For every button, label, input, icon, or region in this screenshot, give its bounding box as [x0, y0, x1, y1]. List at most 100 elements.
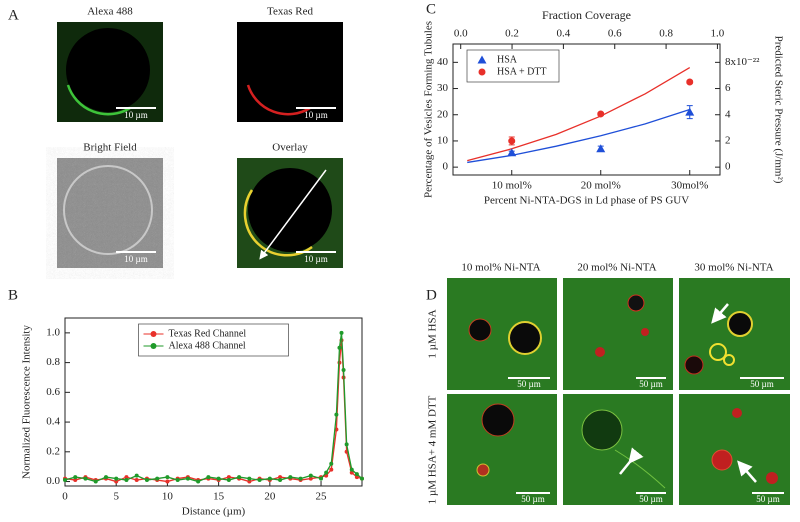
- y2-axis-title: Predicted Steric Pressure (J/mm²): [772, 36, 784, 184]
- vesicle: [641, 328, 649, 336]
- y-tick-label: 0.8: [46, 356, 60, 368]
- marker: [508, 137, 516, 145]
- x-tick-label: 10: [162, 491, 174, 503]
- marker: [685, 107, 695, 116]
- marker: [267, 476, 272, 481]
- legend-label: HSA: [497, 54, 518, 65]
- marker: [329, 467, 334, 472]
- scale-bar-label: 10 µm: [304, 110, 327, 120]
- panel-label: D: [426, 287, 437, 303]
- marker: [596, 144, 606, 153]
- marker: [354, 475, 359, 480]
- marker: [308, 473, 313, 478]
- marker: [278, 475, 283, 480]
- marker: [155, 476, 160, 481]
- marker: [150, 343, 157, 349]
- vesicle: [723, 354, 735, 366]
- y-axis-title: Percentage of Vesicles Forming Tubules: [423, 21, 435, 198]
- vesicle: [709, 343, 727, 361]
- image-title: Bright Field: [83, 142, 137, 154]
- legend-label: Alexa 488 Channel: [169, 340, 246, 351]
- marker: [278, 478, 283, 483]
- vesicle: [508, 321, 542, 355]
- marker: [257, 478, 262, 483]
- vesicle: [711, 449, 733, 471]
- micrograph: [563, 278, 673, 390]
- vesicle: [481, 403, 515, 437]
- marker: [226, 475, 231, 480]
- marker: [216, 476, 221, 481]
- x-tick-label: 5: [113, 491, 119, 503]
- marker: [237, 475, 242, 480]
- scale-bar-label: 50 µm: [639, 494, 662, 504]
- marker: [103, 475, 108, 480]
- marker: [288, 475, 293, 480]
- marker: [134, 473, 139, 478]
- column-header: 10 mol% Ni-NTA: [461, 262, 540, 274]
- marker: [507, 148, 517, 157]
- marker: [175, 478, 180, 483]
- vesicle: [248, 168, 332, 252]
- marker: [329, 461, 334, 466]
- marker: [73, 475, 78, 480]
- marker: [114, 476, 119, 481]
- x2-tick-label: 0.0: [454, 28, 468, 40]
- vesicle: [684, 355, 704, 375]
- fit-line: [467, 108, 690, 164]
- scale-bar-label: 50 µm: [750, 379, 773, 389]
- scale-bar-label: 50 µm: [521, 494, 544, 504]
- image-title: Overlay: [272, 142, 308, 154]
- marker: [349, 470, 354, 475]
- y2-tick-label: 2: [725, 134, 731, 146]
- marker: [337, 345, 342, 350]
- line-profile-arrow: [259, 169, 327, 260]
- vesicle-rim: [66, 84, 131, 116]
- micrograph: [237, 22, 343, 122]
- marker: [150, 331, 157, 337]
- vesicle: [766, 472, 778, 484]
- arrow: [711, 303, 729, 324]
- y2-tick-label: 4: [725, 108, 731, 120]
- marker: [114, 479, 119, 484]
- y2-tick-label: 6: [725, 82, 731, 94]
- x-axis-title: Distance (µm): [182, 506, 246, 518]
- marker: [206, 475, 211, 480]
- marker: [165, 475, 170, 480]
- vesicle: [468, 318, 492, 342]
- marker: [341, 368, 346, 373]
- scale-bar-label: 10 µm: [124, 254, 147, 264]
- column-header: 20 mol% Ni-NTA: [577, 262, 656, 274]
- micrograph-texture: [57, 158, 163, 268]
- row-header: 1 µM HSA+ 4 mM DTT: [427, 395, 439, 504]
- y-tick-label: 0: [443, 161, 449, 173]
- marker: [477, 55, 487, 64]
- fit-line: [467, 67, 691, 162]
- scale-bar-label: 10 µm: [304, 254, 327, 264]
- x2-tick-label: 0.4: [557, 28, 571, 40]
- legend-label: Texas Red Channel: [169, 328, 247, 339]
- y2-tick-label: 0: [725, 161, 731, 173]
- marker: [360, 476, 364, 481]
- vesicle: [727, 311, 753, 337]
- scale-bar-label: 50 µm: [756, 494, 779, 504]
- scale-bar-label: 50 µm: [517, 379, 540, 389]
- x2-tick-label: 0.8: [659, 28, 673, 40]
- x2-tick-label: 0.6: [608, 28, 622, 40]
- x2-tick-label: 1.0: [711, 28, 725, 40]
- vesicle-rim: [243, 189, 313, 257]
- vesicle: [66, 28, 150, 112]
- vesicle: [595, 347, 605, 357]
- marker: [247, 476, 252, 481]
- marker: [226, 478, 231, 483]
- marker: [73, 478, 78, 483]
- vesicle-outline: [63, 165, 153, 255]
- series-line: [64, 340, 363, 483]
- vesicle: [732, 408, 742, 418]
- panel-a: Alexa 488 10 µm Texas Red 10 µm Bright F…: [57, 6, 343, 268]
- marker: [597, 110, 605, 118]
- marker: [63, 478, 67, 483]
- panel-label: A: [8, 7, 19, 23]
- y-tick-label: 0.2: [46, 445, 60, 457]
- vesicle: [476, 463, 490, 477]
- image-title: Texas Red: [267, 6, 313, 18]
